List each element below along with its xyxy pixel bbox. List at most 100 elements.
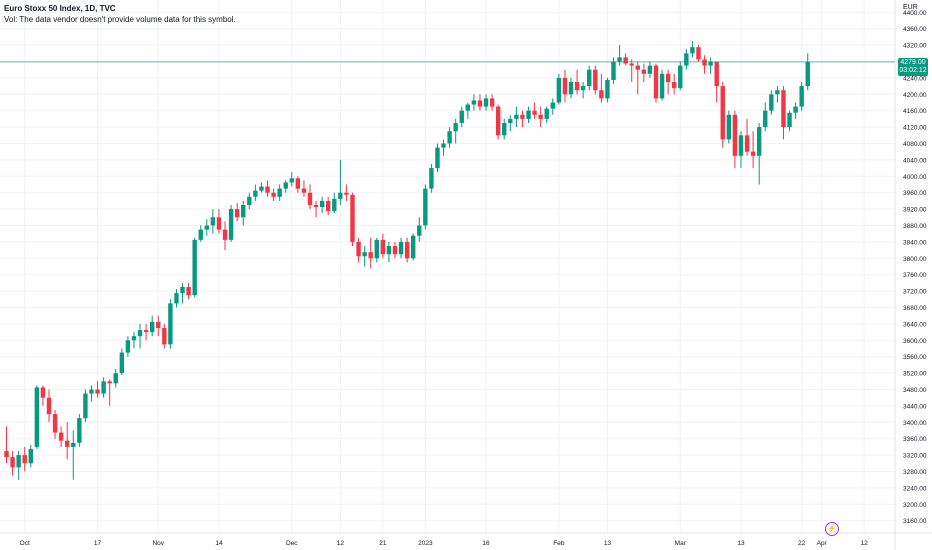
candle-body bbox=[186, 287, 191, 296]
candle-body bbox=[283, 182, 288, 189]
candle-body bbox=[611, 61, 616, 80]
candle-body bbox=[319, 200, 325, 208]
candle-body bbox=[234, 209, 240, 218]
candle-body bbox=[441, 143, 446, 148]
candle-body bbox=[77, 418, 82, 443]
candle-body bbox=[769, 94, 774, 111]
price-axis[interactable]: 4400.004360.004320.004280.004240.004200.… bbox=[894, 0, 927, 550]
candle-body bbox=[65, 440, 70, 447]
y-tick-label: 3920.00 bbox=[903, 207, 927, 214]
candle-body bbox=[198, 229, 203, 240]
candle-body bbox=[58, 432, 64, 441]
candle-body bbox=[89, 389, 94, 394]
candle-body bbox=[805, 61, 810, 87]
x-tick-label: 17 bbox=[94, 540, 102, 547]
candle-body bbox=[690, 47, 695, 54]
candle-body bbox=[417, 225, 422, 236]
candle-body bbox=[471, 100, 477, 105]
candle-body bbox=[338, 192, 343, 199]
lightning-bolt-icon[interactable]: ⚡ bbox=[825, 522, 839, 536]
candle-body bbox=[763, 110, 768, 128]
y-tick-label: 3800.00 bbox=[903, 256, 927, 263]
candle-body bbox=[247, 196, 252, 205]
candle-body bbox=[587, 69, 592, 87]
candle-body bbox=[101, 381, 106, 394]
y-tick-label: 4000.00 bbox=[903, 174, 927, 181]
candle-body bbox=[508, 118, 513, 123]
candle-body bbox=[265, 186, 270, 193]
candle-body bbox=[16, 455, 21, 468]
candle-body bbox=[332, 198, 337, 212]
currency-label: EUR bbox=[903, 4, 918, 11]
candle-body bbox=[696, 47, 701, 60]
y-tick-label: 3840.00 bbox=[903, 239, 927, 246]
candle-body bbox=[599, 90, 604, 99]
candle-body bbox=[550, 102, 555, 109]
time-axis[interactable]: Oct 17 Nov 14 Dec 12 21 2023 16 Feb 13 Mar 13 22 Apr 12 bbox=[0, 532, 932, 547]
candle-body bbox=[216, 217, 222, 230]
candle-body bbox=[665, 73, 671, 82]
y-tick-label: 3440.00 bbox=[903, 403, 927, 410]
candle-body bbox=[653, 65, 659, 99]
candle-body bbox=[83, 393, 88, 419]
x-tick-label: Dec bbox=[286, 540, 298, 547]
candle-body bbox=[556, 77, 562, 103]
candle-body bbox=[253, 190, 258, 197]
y-tick-label: 3320.00 bbox=[903, 453, 927, 460]
y-tick-label: 3240.00 bbox=[903, 485, 927, 492]
candle-body bbox=[544, 108, 549, 119]
candle-body bbox=[514, 114, 519, 119]
candle-body bbox=[46, 397, 52, 415]
candle-body bbox=[799, 86, 804, 107]
candle-body bbox=[429, 168, 434, 189]
y-tick-label: 4160.00 bbox=[903, 108, 927, 115]
candle-body bbox=[289, 178, 294, 183]
candle-body bbox=[228, 209, 234, 240]
candle-body bbox=[313, 205, 319, 208]
x-tick-label: 13 bbox=[604, 540, 612, 547]
y-tick-label: 3600.00 bbox=[903, 338, 927, 345]
candle-body bbox=[410, 235, 416, 259]
candle-body bbox=[562, 77, 568, 95]
x-tick-label: 12 bbox=[861, 540, 869, 547]
candle-body bbox=[568, 82, 574, 95]
y-tick-label: 4400.00 bbox=[903, 10, 927, 17]
candle-body bbox=[532, 110, 537, 115]
candle-body bbox=[623, 57, 628, 64]
candle-body bbox=[113, 373, 118, 384]
candle-body bbox=[483, 98, 489, 107]
x-tick-label: 16 bbox=[482, 540, 490, 547]
candle-body bbox=[22, 455, 27, 464]
candle-body bbox=[143, 330, 149, 333]
y-tick-label: 3760.00 bbox=[903, 272, 927, 279]
candle-body bbox=[307, 192, 313, 205]
candle-body bbox=[344, 192, 349, 195]
candle-body bbox=[326, 200, 331, 212]
candle-body bbox=[526, 110, 531, 119]
candle-body bbox=[149, 321, 155, 333]
candle-body bbox=[580, 86, 586, 91]
volume-note: Vol: The data vendor doesn't provide vol… bbox=[4, 15, 236, 24]
candle-body bbox=[350, 194, 355, 242]
x-tick-label: 14 bbox=[215, 540, 223, 547]
x-tick-label: 13 bbox=[737, 540, 745, 547]
candle-body bbox=[10, 457, 15, 468]
candle-body bbox=[635, 65, 640, 70]
candle-body bbox=[210, 217, 216, 226]
y-tick-label: 3160.00 bbox=[903, 518, 927, 525]
candle-body bbox=[423, 188, 428, 226]
candle-body bbox=[502, 123, 507, 136]
candle-body bbox=[162, 328, 167, 345]
candle-body bbox=[271, 192, 276, 197]
symbol-title[interactable]: Euro Stoxx 50 Index, 1D, TVC bbox=[4, 4, 116, 13]
y-tick-label: 3720.00 bbox=[903, 289, 927, 296]
candle-body bbox=[4, 451, 9, 458]
candle-body bbox=[447, 131, 452, 144]
candle-body bbox=[295, 178, 301, 189]
candle-body bbox=[495, 106, 501, 136]
candle-body bbox=[156, 321, 161, 328]
y-tick-label: 4360.00 bbox=[903, 26, 927, 33]
y-tick-label: 4240.00 bbox=[903, 75, 927, 82]
candle-body bbox=[684, 53, 689, 66]
